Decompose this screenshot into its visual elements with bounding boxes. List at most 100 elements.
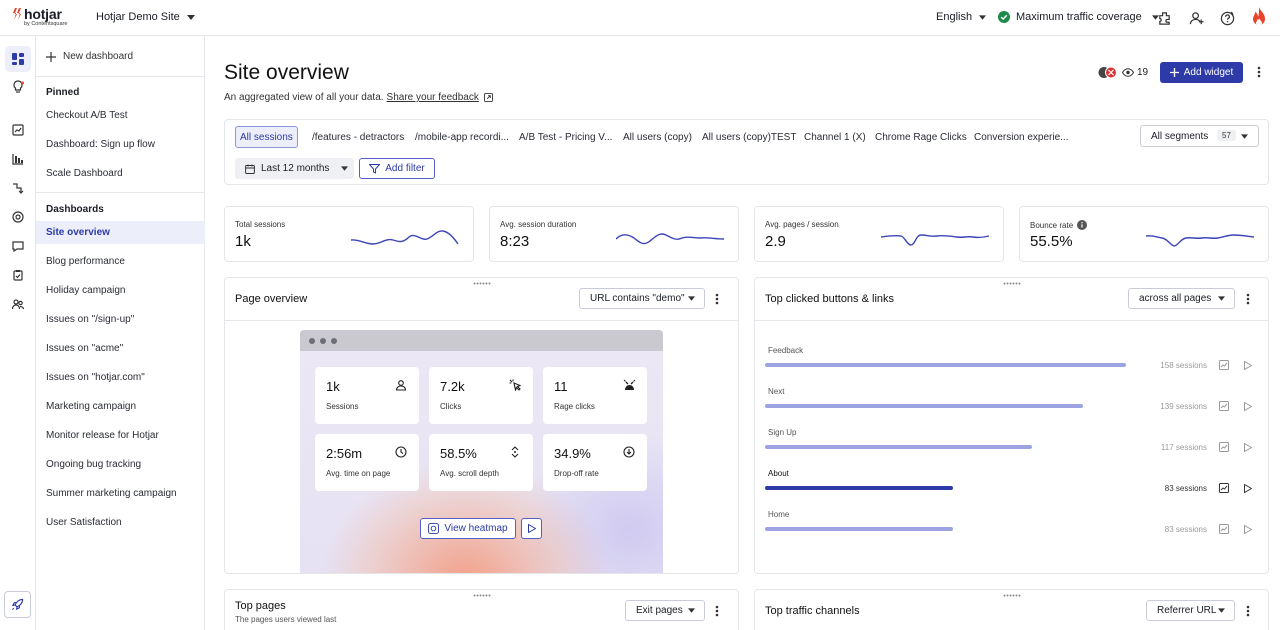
segment-tab[interactable]: /features - detractors bbox=[312, 131, 405, 143]
traffic-coverage-selector[interactable]: Maximum traffic coverage bbox=[998, 11, 1159, 23]
segment-tab[interactable]: All users (copy)TEST bbox=[702, 131, 797, 143]
metric-card-total-sessions[interactable]: Total sessions 1k bbox=[224, 206, 474, 262]
clicked-item-bar[interactable] bbox=[765, 486, 953, 490]
dashboards-nav-icon[interactable] bbox=[5, 46, 31, 72]
surveys-icon[interactable] bbox=[5, 262, 31, 288]
sidebar-item-summer-marketing[interactable]: Summer marketing campaign bbox=[46, 488, 177, 499]
segment-tab[interactable]: Conversion experie... bbox=[974, 131, 1069, 143]
clicked-item-bar[interactable] bbox=[765, 445, 1032, 449]
integrations-icon[interactable] bbox=[1155, 9, 1173, 27]
drag-handle-icon[interactable] bbox=[473, 594, 491, 597]
new-dashboard-button[interactable]: New dashboard bbox=[46, 51, 133, 62]
metric-card-avg-pages-per-session[interactable]: Avg. pages / session 2.9 bbox=[754, 206, 1004, 262]
segment-tab[interactable]: Channel 1 (X) bbox=[804, 131, 866, 143]
trends-icon[interactable] bbox=[5, 117, 31, 143]
metric-card-avg-session-duration[interactable]: Avg. session duration 8:23 bbox=[489, 206, 739, 262]
top-clicked-widget: Top clicked buttons & links across all p… bbox=[754, 277, 1269, 574]
view-heatmap-button[interactable]: View heatmap bbox=[420, 518, 516, 539]
journeys-icon[interactable] bbox=[5, 175, 31, 201]
trend-chart-icon[interactable] bbox=[1218, 482, 1230, 494]
recordings-icon[interactable] bbox=[5, 204, 31, 230]
sidebar-item-issues-hotjar[interactable]: Issues on "hotjar.com" bbox=[46, 372, 145, 383]
all-segments-dropdown[interactable]: All segments 57 bbox=[1140, 125, 1259, 147]
play-icon[interactable] bbox=[1242, 523, 1254, 535]
click-icon bbox=[507, 377, 523, 393]
sidebar-item-issues-acme[interactable]: Issues on "acme" bbox=[46, 343, 124, 354]
help-icon[interactable] bbox=[1218, 9, 1236, 27]
sidebar-item-ongoing-bug-tracking[interactable]: Ongoing bug tracking bbox=[46, 459, 142, 470]
widget-more-options-icon[interactable] bbox=[1240, 291, 1256, 307]
hotjar-logo[interactable]: hotjar by Contentsquare bbox=[12, 6, 67, 27]
stat-tile-clicks: 7.2k Clicks bbox=[429, 367, 533, 424]
language-selector[interactable]: English bbox=[936, 11, 987, 23]
exit-pages-label: Exit pages bbox=[636, 605, 683, 616]
widget-title: Top clicked buttons & links bbox=[765, 293, 895, 305]
funnels-icon[interactable] bbox=[5, 146, 31, 172]
play-recording-button[interactable] bbox=[521, 518, 542, 539]
widget-more-options-icon[interactable] bbox=[1240, 603, 1256, 619]
flame-icon[interactable] bbox=[1249, 7, 1269, 27]
play-icon[interactable] bbox=[1242, 441, 1254, 453]
clicked-item-bar[interactable] bbox=[765, 404, 1083, 408]
sidebar-item-holiday-campaign[interactable]: Holiday campaign bbox=[46, 285, 126, 296]
share-feedback-link[interactable]: Share your feedback bbox=[386, 92, 479, 103]
pages-scope-dropdown[interactable]: across all pages bbox=[1128, 288, 1235, 309]
tile-value: 7.2k bbox=[440, 379, 465, 394]
rocket-icon[interactable] bbox=[4, 591, 31, 618]
sparkline bbox=[351, 230, 459, 245]
info-icon[interactable] bbox=[1077, 220, 1088, 230]
exit-pages-dropdown[interactable]: Exit pages bbox=[625, 600, 705, 621]
metric-card-bounce-rate[interactable]: Bounce rate 55.5% bbox=[1019, 206, 1269, 262]
widget-more-options-icon[interactable] bbox=[709, 291, 725, 307]
more-options-icon[interactable] bbox=[1251, 64, 1267, 80]
segment-tab[interactable]: Chrome Rage Clicks bbox=[875, 131, 967, 143]
trend-chart-icon[interactable] bbox=[1218, 523, 1230, 535]
trend-chart-icon[interactable] bbox=[1218, 441, 1230, 453]
date-range-dropdown[interactable]: Last 12 months bbox=[235, 158, 354, 179]
viewers-number: 19 bbox=[1137, 67, 1149, 78]
metric-label: Avg. pages / session bbox=[765, 220, 839, 229]
add-filter-button[interactable]: Add filter bbox=[359, 158, 435, 179]
users-icon bbox=[393, 377, 409, 393]
segment-tab[interactable]: All users (copy) bbox=[623, 131, 692, 143]
segment-tab[interactable]: A/B Test - Pricing V... bbox=[519, 131, 613, 143]
trend-chart-icon[interactable] bbox=[1218, 359, 1230, 371]
page-title: Site overview bbox=[224, 61, 349, 84]
referrer-url-dropdown[interactable]: Referrer URL bbox=[1146, 600, 1235, 621]
interviews-icon[interactable] bbox=[5, 291, 31, 317]
add-widget-button[interactable]: Add widget bbox=[1160, 62, 1243, 83]
site-selector[interactable]: Hotjar Demo Site bbox=[96, 11, 195, 23]
invite-user-icon[interactable] bbox=[1187, 9, 1205, 27]
page-preview-illustration: 1k Sessions 7.2k Clicks 11 Rage clicks 2… bbox=[300, 330, 663, 573]
lightbulb-icon[interactable] bbox=[5, 74, 31, 100]
feedback-icon[interactable] bbox=[5, 233, 31, 259]
clicked-item-bar[interactable] bbox=[765, 527, 953, 531]
clicked-item-bar[interactable] bbox=[765, 363, 1126, 367]
sidebar-item-monitor-release[interactable]: Monitor release for Hotjar bbox=[46, 430, 159, 441]
all-segments-label: All segments bbox=[1151, 130, 1209, 142]
sidebar-item-blog-performance[interactable]: Blog performance bbox=[46, 256, 125, 267]
viewer-avatars[interactable] bbox=[1098, 66, 1118, 79]
segment-tab[interactable]: /mobile-app recordi... bbox=[415, 131, 509, 143]
sidebar-item-scale-dashboard[interactable]: Scale Dashboard bbox=[46, 168, 123, 179]
drag-handle-icon[interactable] bbox=[473, 282, 491, 285]
drag-handle-icon[interactable] bbox=[1003, 282, 1021, 285]
segment-tab-all-sessions[interactable]: All sessions bbox=[235, 126, 298, 148]
drag-handle-icon[interactable] bbox=[1003, 594, 1021, 597]
trend-chart-icon[interactable] bbox=[1218, 400, 1230, 412]
play-icon[interactable] bbox=[1242, 482, 1254, 494]
sidebar-item-checkout-ab-test[interactable]: Checkout A/B Test bbox=[46, 110, 128, 121]
stat-tile-rage-clicks: 11 Rage clicks bbox=[543, 367, 647, 424]
widget-more-options-icon[interactable] bbox=[709, 603, 725, 619]
segment-count-badge: 57 bbox=[1217, 130, 1236, 141]
sidebar-item-marketing-campaign[interactable]: Marketing campaign bbox=[46, 401, 137, 412]
sidebar-item-site-overview[interactable]: Site overview bbox=[36, 221, 205, 244]
sidebar-item-issues-sign-up[interactable]: Issues on "/sign-up" bbox=[46, 314, 135, 325]
hotjar-mark-icon bbox=[13, 8, 21, 20]
play-icon[interactable] bbox=[1242, 400, 1254, 412]
play-icon[interactable] bbox=[1242, 359, 1254, 371]
sidebar-item-sign-up-flow[interactable]: Dashboard: Sign up flow bbox=[46, 139, 155, 150]
sidebar-item-user-satisfaction[interactable]: User Satisfaction bbox=[46, 517, 122, 528]
url-filter-dropdown[interactable]: URL contains "demo" bbox=[579, 288, 705, 309]
sparkline bbox=[1146, 234, 1255, 247]
